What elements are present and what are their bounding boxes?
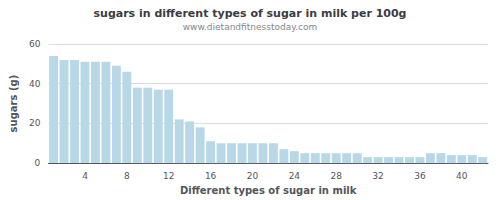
svg-text:0: 0 — [35, 158, 41, 168]
svg-text:sugars (g): sugars (g) — [8, 75, 19, 133]
svg-text:28: 28 — [330, 171, 342, 181]
svg-text:60: 60 — [29, 39, 41, 49]
svg-text:40: 40 — [29, 79, 41, 89]
svg-text:Different types of sugar in mi: Different types of sugar in milk — [180, 185, 357, 196]
svg-text:www.dietandfitnesstoday.com: www.dietandfitnesstoday.com — [183, 22, 318, 32]
svg-text:sugars in different types of s: sugars in different types of sugar in mi… — [94, 7, 407, 20]
svg-text:12: 12 — [163, 171, 174, 181]
svg-text:16: 16 — [205, 171, 217, 181]
svg-text:32: 32 — [372, 171, 383, 181]
svg-text:4: 4 — [82, 171, 88, 181]
svg-text:40: 40 — [456, 171, 468, 181]
svg-text:24: 24 — [289, 171, 301, 181]
svg-text:20: 20 — [247, 171, 259, 181]
svg-text:8: 8 — [124, 171, 130, 181]
svg-text:20: 20 — [29, 118, 41, 128]
svg-text:36: 36 — [414, 171, 426, 181]
